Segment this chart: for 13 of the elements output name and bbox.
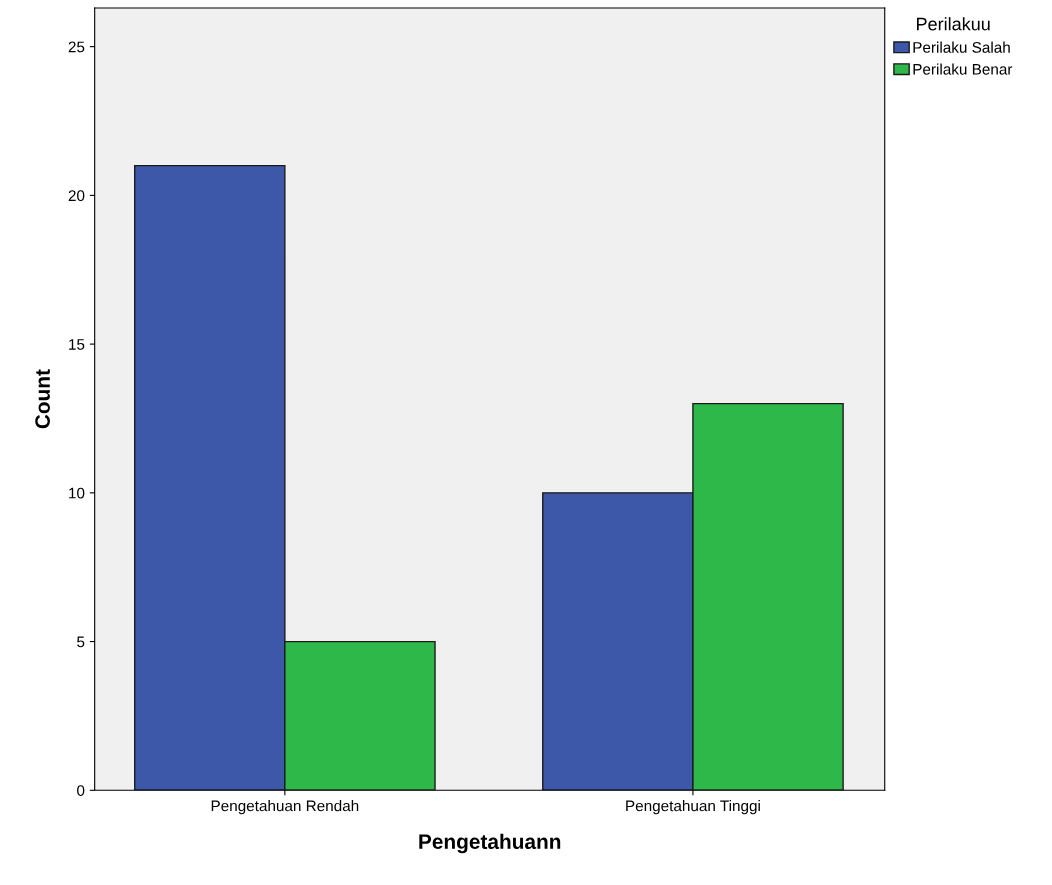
y-tick-label: 0 [77, 785, 85, 796]
x-axis-title: Pengetahuann [419, 833, 561, 854]
y-tick-label: 5 [77, 636, 85, 648]
legend-title: Perilakuu [917, 17, 990, 31]
y-axis-title: Count [35, 369, 50, 429]
y-tick-label: 25 [68, 41, 85, 53]
y-tick-label: 10 [69, 487, 85, 499]
legend-label: Perilaku Benar [913, 63, 1013, 75]
legend-label: Perilaku Salah [913, 41, 1010, 53]
x-tick-label: Pengetahuan Tinggi [626, 800, 760, 815]
y-tick-label: 15 [69, 339, 85, 350]
y-tick-label: 20 [68, 190, 85, 202]
x-tick-label: Pengetahuan Rendah [211, 800, 359, 815]
